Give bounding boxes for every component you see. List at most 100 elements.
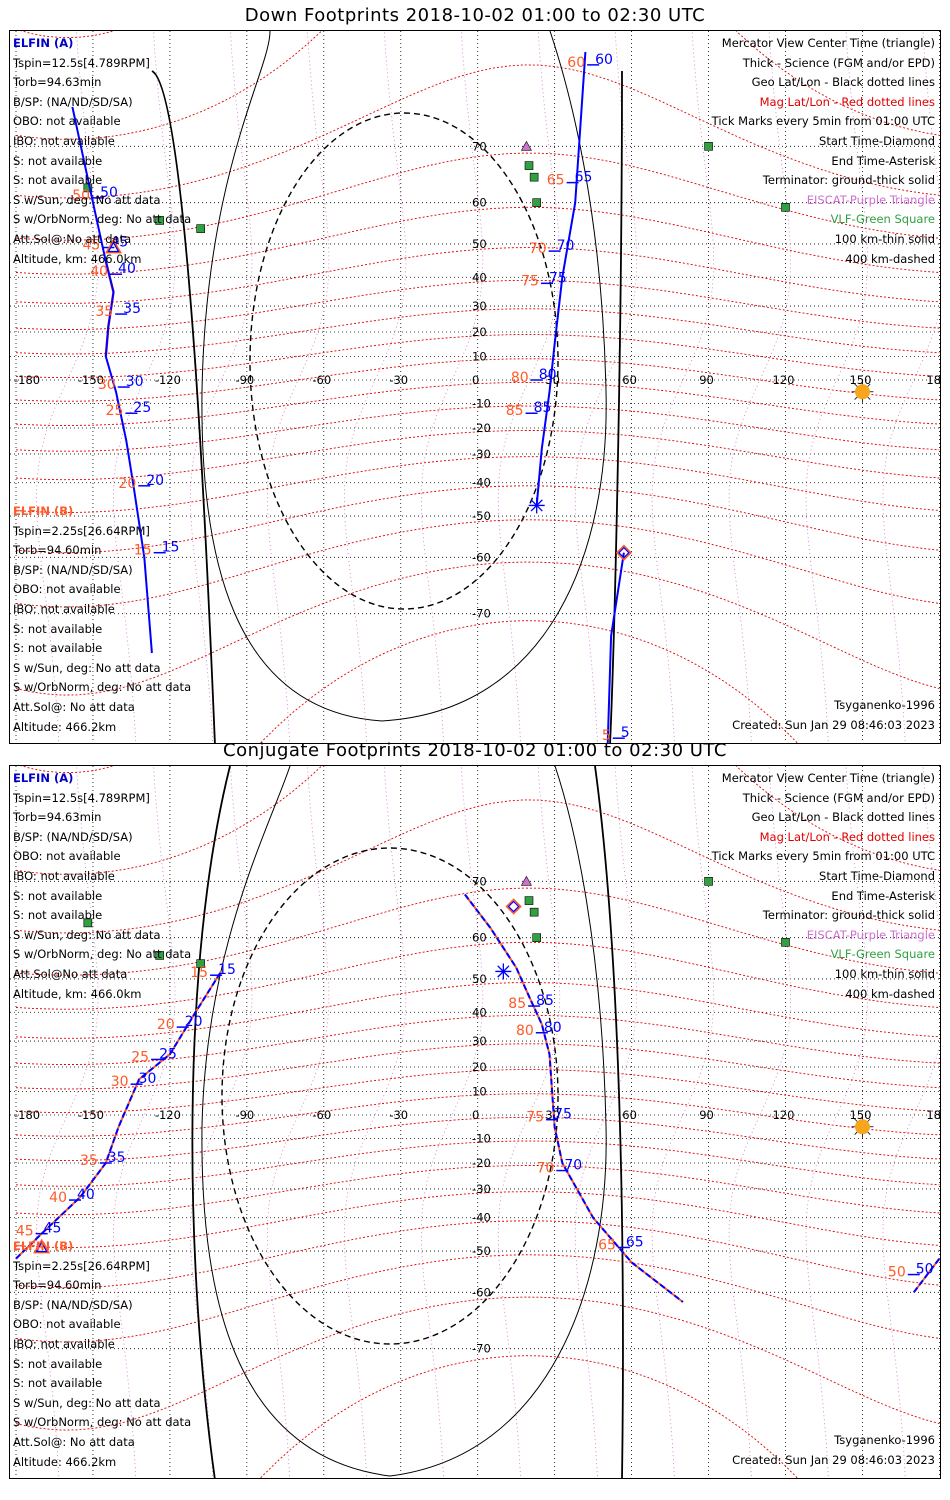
lon-tick-label: 120 (773, 373, 795, 387)
mag-meridian (651, 766, 715, 1478)
track_b-line (464, 893, 684, 1303)
track_a-line (71, 106, 153, 654)
conjugate-map-canvas: -180 -150 -120 -90 -60 -30 0 30 60 90 120 150 180 70 6… (10, 766, 940, 1478)
legend-entry: Start Time-Diamond (819, 133, 935, 148)
lat-tick-label: 70 (472, 874, 487, 888)
tick-label-a: 15 (162, 540, 180, 556)
info-line: S w/OrbNorm, deg: No att data (13, 212, 192, 227)
tick-label-b: 60 (567, 55, 585, 71)
map-legend: Mercator View Center Time (triangle) Thic… (712, 769, 935, 1004)
mag-parallel (15, 405, 940, 452)
mag-meridian (189, 766, 253, 1478)
info-line: OBO: not available (13, 1317, 121, 1332)
info-line: S: not available (13, 173, 103, 188)
tick-label-a: 20 (185, 1014, 203, 1030)
tick-label-b: 80 (511, 370, 529, 386)
info-line: S w/OrbNorm, deg: No att data (13, 680, 192, 695)
mag-meridian (36, 31, 99, 743)
info-line: S w/OrbNorm, deg: No att data (13, 1415, 192, 1430)
legend-entry: Tick Marks every 5min from 01:00 UTC (711, 849, 935, 864)
created-label: Created: Sun Jan 29 08:46:03 2023 (732, 1453, 935, 1467)
mag-parallel (15, 1140, 940, 1187)
mag-parallel (15, 279, 940, 330)
info-line: OBO: not available (13, 114, 121, 129)
tick-label-b: 75 (526, 1110, 544, 1126)
lon-tick-label: -150 (78, 1108, 104, 1122)
tick-label-b: 20 (157, 1017, 175, 1033)
oval-400km (221, 847, 559, 1345)
legend-entry: Mag Lat/Lon - Red dotted lines (759, 94, 935, 109)
oval-400km (249, 112, 559, 610)
mag-parallel (15, 1254, 940, 1343)
tick-label-a: 30 (139, 1071, 157, 1087)
tick-label-b: 70 (537, 1161, 555, 1177)
tick-label-b: 85 (506, 403, 524, 419)
mag-meridian (497, 31, 561, 743)
lat-tick-label: 10 (472, 1084, 487, 1098)
lat-tick-label: 20 (472, 1060, 487, 1074)
tick-label-b: 25 (131, 1049, 149, 1065)
tick-label-a: 65 (626, 1234, 644, 1250)
mag-meridian (343, 31, 407, 743)
lat-tick-label: -20 (472, 421, 491, 435)
tick-label-b: 30 (98, 377, 116, 393)
vlf-station-square (524, 896, 534, 905)
lat-tick-label: 40 (472, 1005, 487, 1019)
lon-tick-label: 60 (622, 1108, 637, 1122)
lat-tick-label: -60 (472, 550, 491, 564)
info-line: Att.Sol@No att data (13, 966, 128, 981)
terminator-west (151, 70, 216, 743)
center-time-triangle-inner (107, 241, 120, 253)
tick-label-a: 80 (539, 367, 557, 383)
info-line: Torb=94.63min (13, 810, 102, 825)
mag-parallel (15, 766, 940, 875)
tick-label-a: 75 (554, 1107, 572, 1123)
mag-parallel (15, 308, 940, 355)
lon-tick-label: -60 (312, 1108, 331, 1122)
info-line: S: not available (13, 908, 103, 923)
terminator-west (191, 766, 231, 1478)
conjugate-panel-title: Conjugate Footprints 2018-10-02 01:00 to… (223, 740, 727, 761)
line-100km-west (201, 766, 391, 1477)
start-time-diamond-inner (618, 546, 630, 559)
lon-tick-label: -90 (235, 373, 254, 387)
info-line: S w/Sun, deg: No att data (13, 660, 161, 675)
vlf-station-square (196, 224, 205, 233)
tick-label-a: 40 (118, 261, 136, 277)
vlf-station-square (529, 172, 539, 182)
mag-parallel (15, 64, 940, 199)
info-line: Torb=94.60min (13, 1278, 102, 1293)
lon-tick-label: 30 (545, 373, 560, 387)
legend-entry: Geo Lat/Lon - Black dotted lines (751, 810, 935, 825)
elfin-a-info: ELFIN (A) Tspin=12.5s[4.789RPM] Torb=94.6… (13, 769, 191, 1004)
tick-label-a: 85 (536, 993, 554, 1009)
info-line: Torb=94.63min (13, 75, 102, 90)
elfin-b-info: ELFIN (B) Tspin=2.25s[26.64RPM] Torb=94.6… (13, 1237, 191, 1472)
mag-parallel (15, 1165, 940, 1216)
vlf-station-square (524, 161, 534, 170)
mag-meridian (497, 766, 561, 1478)
legend-entry: End Time-Asterisk (831, 153, 935, 168)
tick-label-b: 25 (106, 403, 124, 419)
mag-parallel (15, 334, 940, 379)
model-label: Tsyganenko-1996 (834, 1433, 935, 1447)
mag-parallel (15, 381, 940, 426)
mag-meridian (343, 766, 407, 1478)
lat-tick-label: -10 (472, 1132, 491, 1146)
info-line: IBO: not available (13, 1336, 115, 1351)
tick-label-a: 45 (44, 1221, 62, 1237)
elfin-b-info: ELFIN (B) Tspin=2.25s[26.64RPM] Torb=94.6… (13, 502, 191, 737)
mag-parallel (15, 1191, 940, 1248)
tick-label-a: 20 (146, 473, 164, 489)
info-line: S: not available (13, 153, 103, 168)
info-line: B/SP: (NA/ND/SD/SA) (13, 562, 133, 577)
info-line: S: not available (13, 888, 103, 903)
lat-tick-label: 50 (472, 972, 487, 986)
info-line: IBO: not available (13, 601, 115, 616)
tick-label-b: 50 (72, 188, 90, 204)
mag-parallel (15, 1296, 940, 1431)
tick-label-a: 80 (544, 1020, 562, 1036)
mag-parallel (15, 247, 940, 304)
lat-tick-label: 30 (472, 1034, 487, 1048)
mag-parallel (15, 1093, 940, 1137)
